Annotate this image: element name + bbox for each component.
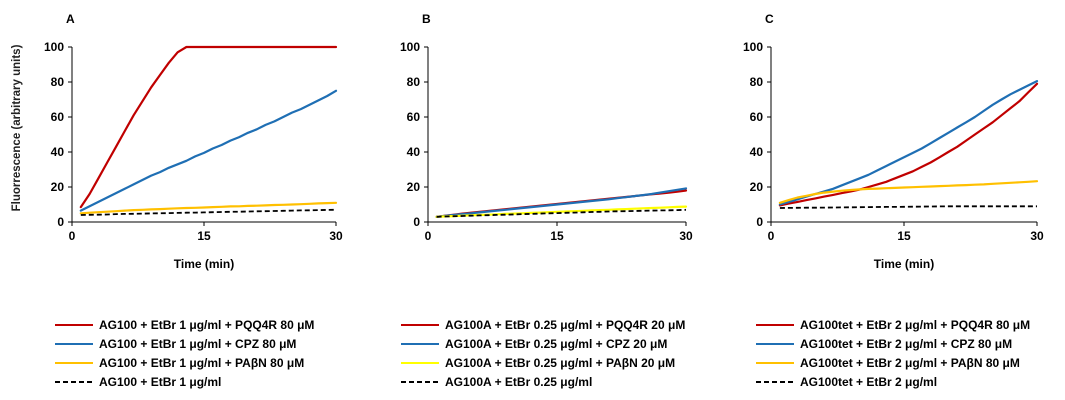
x-tick-label: 15 [550,229,564,243]
y-axis-label: Fluorrescence (arbitrary units) [11,44,23,211]
x-axis-label: Time (min) [174,257,234,271]
series-line-2 [435,187,688,218]
y-tick-label: 0 [413,215,420,229]
y-tick-label: 20 [750,180,764,194]
y-tick-label: 60 [51,110,65,124]
legend-label: AG100tet + EtBr 2 μg/ml + PQQ4R 80 μM [800,318,1030,332]
x-tick-label: 30 [1030,229,1044,243]
y-tick-label: 20 [407,180,421,194]
legend-label: AG100A + EtBr 0.25 μg/ml + CPZ 20 μM [445,337,667,351]
y-tick-label: 80 [750,75,764,89]
y-tick-label: 100 [44,40,64,54]
x-tick-label: 0 [69,229,76,243]
x-tick-label: 15 [197,229,211,243]
y-tick-label: 100 [400,40,420,54]
y-tick-label: 40 [407,145,421,159]
x-tick-label: 0 [425,229,432,243]
x-tick-label: 30 [679,229,693,243]
legend-label: AG100A + EtBr 0.25 μg/ml + PQQ4R 20 μM [445,318,685,332]
y-tick-label: 40 [750,145,764,159]
legend-label: AG100tet + EtBr 2 μg/ml + CPZ 80 μM [800,337,1012,351]
chart-panel-a: A 0 20 40 60 80 100 0 15 30 Time (min) AG100 + EtBr… [44,12,343,389]
legend-label: AG100tet + EtBr 2 μg/ml [800,375,937,389]
legend-label: AG100 + EtBr 1 μg/ml + PAβN 80 μM [99,356,304,370]
chart-panel-c: C 0 20 40 60 80 100 0 15 30 Time (min) AG100tet + E… [743,12,1044,389]
x-axis-label: Time (min) [874,257,934,271]
y-tick-label: 80 [51,75,65,89]
legend-label: AG100 + EtBr 1 μg/ml + CPZ 80 μM [99,337,296,351]
x-tick-label: 0 [768,229,775,243]
legend-label: AG100A + EtBr 0.25 μg/ml + PAβN 20 μM [445,356,675,370]
series-line-2 [778,79,1039,206]
series-line-4 [436,208,687,218]
legend-label: AG100tet + EtBr 2 μg/ml + PAβN 80 μM [800,356,1020,370]
y-tick-label: 80 [407,75,421,89]
series-line-1 [778,82,1039,207]
panel-letter: A [66,12,75,26]
panel-letter: B [422,12,431,26]
panel-letter: C [765,12,774,26]
x-tick-label: 30 [329,229,343,243]
y-tick-label: 100 [743,40,763,54]
legend-label: AG100 + EtBr 1 μg/ml [99,375,221,389]
panels: A 0 20 40 60 80 100 0 15 30 Time (min) AG100 + EtBr… [44,12,1044,389]
series-line-4 [779,205,1037,209]
legend: AG100tet + EtBr 2 μg/ml + PQQ4R 80 μM AG1… [756,318,1030,389]
legend: AG100 + EtBr 1 μg/ml + PQQ4R 80 μM AG100 … [55,318,314,389]
y-tick-label: 0 [756,215,763,229]
x-tick-label: 15 [897,229,911,243]
legend-label: AG100A + EtBr 0.25 μg/ml [445,375,592,389]
legend-label: AG100 + EtBr 1 μg/ml + PQQ4R 80 μM [99,318,314,332]
y-tick-label: 40 [51,145,65,159]
y-tick-label: 60 [407,110,421,124]
y-tick-label: 20 [51,180,65,194]
series-line-2 [79,89,338,212]
chart-panel-b: B 0 20 40 60 80 100 0 15 30 AG100A + EtBr 0.25 μg/… [400,12,693,389]
series-line-4 [80,208,337,216]
series-line-3 [79,201,338,215]
series-line-3 [778,180,1039,204]
legend: AG100A + EtBr 0.25 μg/ml + PQQ4R 20 μM AG… [401,318,685,389]
y-tick-label: 60 [750,110,764,124]
series-line-1 [79,45,338,209]
y-tick-label: 0 [57,215,64,229]
